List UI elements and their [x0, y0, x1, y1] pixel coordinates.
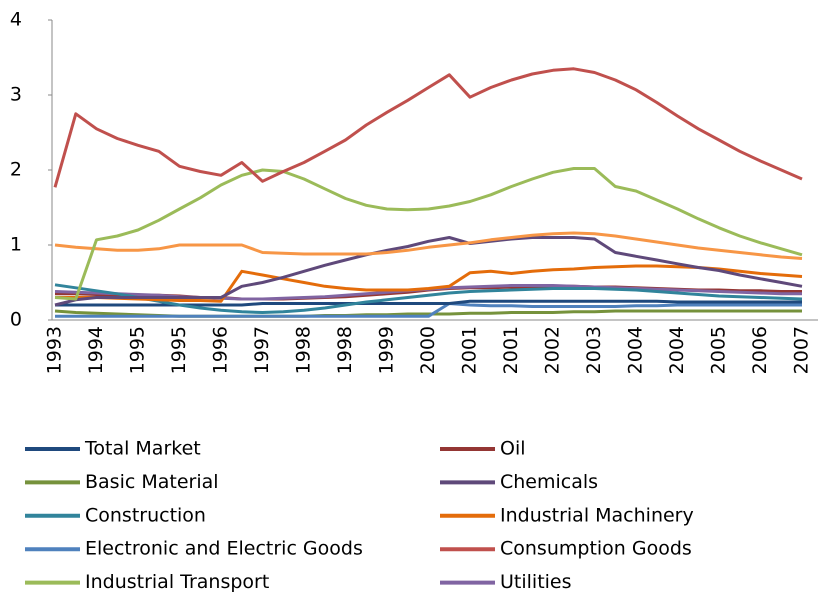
x-tick-label: 2007	[791, 326, 813, 374]
x-tick-label: 2004	[625, 326, 647, 374]
x-tick-label: 2001	[500, 326, 522, 374]
series-line	[53, 67, 803, 188]
y-tick-label: 3	[10, 84, 22, 106]
x-tick-label: 2000	[417, 326, 439, 374]
x-tick-label: 1996	[210, 326, 232, 374]
legend-label: Consumption Goods	[500, 538, 692, 560]
x-tick-label: 2003	[583, 326, 605, 374]
y-tick-label: 2	[10, 159, 22, 181]
series-line	[54, 283, 803, 314]
x-tick-label: 1998	[293, 326, 315, 374]
x-tick-label: 2001	[459, 326, 481, 374]
legend-label: Construction	[85, 504, 206, 526]
legend-label: Total Market	[84, 438, 201, 460]
y-tick-label: 0	[10, 309, 22, 331]
series-line	[54, 236, 803, 307]
x-tick-label: 2005	[708, 326, 730, 374]
x-tick-label: 1995	[168, 326, 190, 374]
y-tick-label: 1	[10, 234, 22, 256]
x-tick-label: 1995	[127, 326, 149, 374]
legend-label: Chemicals	[500, 471, 598, 493]
legend-label: Basic Material	[85, 471, 219, 493]
x-tick-label: 2002	[542, 326, 564, 374]
x-tick-label: 1998	[334, 326, 356, 374]
legend-label: Utilities	[500, 571, 572, 593]
series-line	[55, 302, 802, 318]
x-tick-label: 1993	[44, 326, 66, 374]
series-line	[54, 167, 803, 301]
x-tick-label: 1999	[376, 326, 398, 374]
legend-label: Industrial Transport	[85, 571, 269, 593]
x-tick-label: 2006	[749, 326, 771, 374]
legend-label: Industrial Machinery	[500, 504, 694, 526]
x-tick-label: 2004	[666, 326, 688, 374]
series-line	[54, 231, 803, 260]
x-tick-label: 1994	[85, 326, 107, 374]
y-tick-label: 4	[10, 9, 22, 31]
legend-label: Electronic and Electric Goods	[85, 538, 363, 560]
x-tick-label: 1997	[251, 326, 273, 374]
legend-label: Oil	[500, 438, 526, 460]
series-line	[55, 264, 803, 303]
